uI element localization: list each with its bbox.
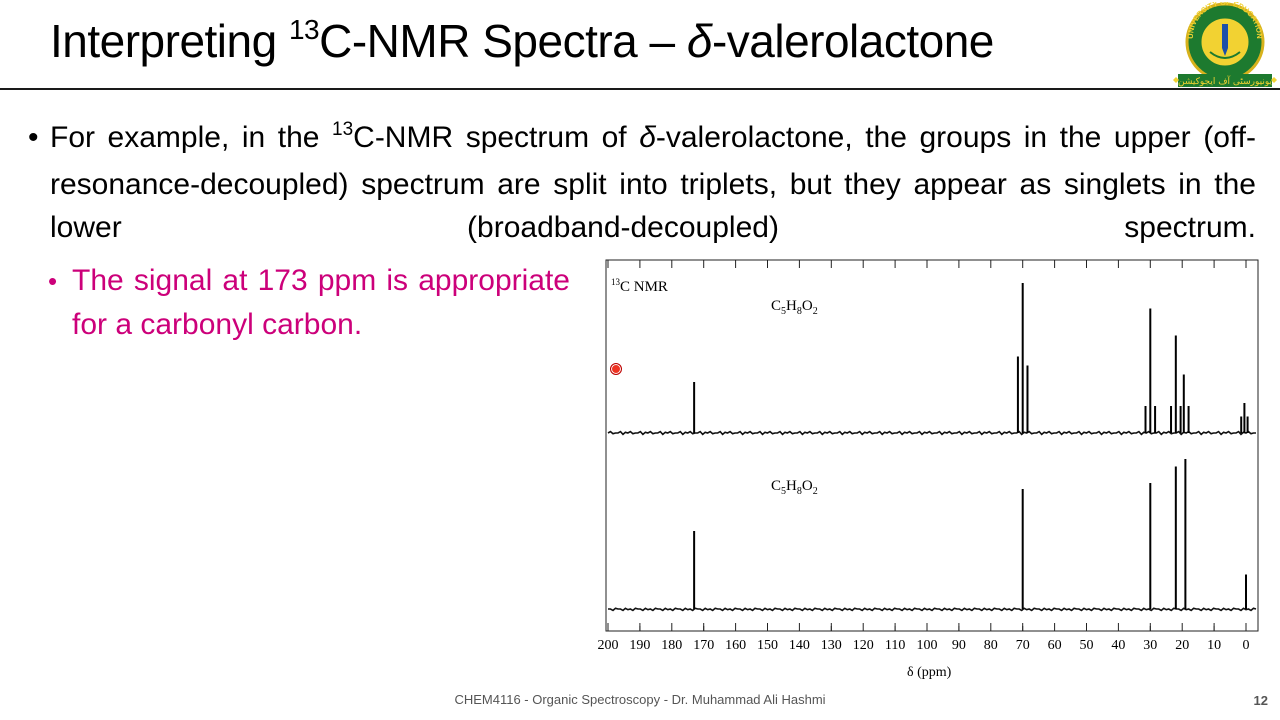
- bullet-1-text: For example, in the 13C-NMR spectrum of …: [50, 116, 1256, 292]
- formula-part: 5: [781, 306, 786, 317]
- title-part: Interpreting: [50, 15, 289, 67]
- formula-part: C: [771, 298, 781, 314]
- x-tick-label: 60: [1048, 638, 1062, 653]
- x-tick-label: 10: [1207, 638, 1221, 653]
- x-tick-label: 180: [661, 638, 682, 653]
- chart-border: [605, 259, 1259, 632]
- bullet-1-superscript: 13: [332, 119, 354, 140]
- x-tick-label: 150: [757, 638, 778, 653]
- chart-peaks: [607, 283, 1257, 612]
- bullet-marker: •: [48, 266, 58, 296]
- logo-urdu-text: یونیورسٹی آف ایجوکیشن: [1178, 75, 1273, 87]
- formula-part: H: [786, 478, 797, 494]
- bullet-point-2: • The signal at 173 ppm is appropriate f…: [48, 259, 570, 347]
- formula-part: 8: [797, 306, 802, 317]
- title-part: C-NMR Spectra –: [319, 15, 687, 67]
- formula-part: O: [802, 478, 813, 494]
- bullet-point-1: • For example, in the 13C-NMR spectrum o…: [28, 116, 1256, 292]
- chart-ticks: 200 190 180 170 160 150 140 130 120 110 100 90 80 70 6…: [598, 260, 1250, 653]
- page-number: 12: [1253, 693, 1268, 708]
- bullet-1-pre: For example, in the: [50, 121, 333, 154]
- x-tick-label: 170: [693, 638, 714, 653]
- baseline-broadband-decoupled: [608, 607, 1257, 612]
- chart-frame: [605, 259, 1259, 632]
- title-part: -valerolactone: [711, 15, 994, 67]
- slide-title: Interpreting 13C-NMR Spectra – δ-valerol…: [50, 8, 994, 81]
- title-divider: [0, 88, 1280, 90]
- x-tick-label: 100: [917, 638, 938, 653]
- title-superscript: 13: [288, 14, 320, 45]
- x-tick-label: 50: [1080, 638, 1094, 653]
- x-tick-label: 200: [598, 638, 619, 653]
- bullet-1-post: -valerolactone, the groups in the upper …: [50, 121, 1256, 244]
- formula-part: 5: [781, 486, 786, 497]
- x-tick-label: 30: [1143, 638, 1157, 653]
- formula-part: O: [802, 298, 813, 314]
- baseline-off-resonance-decoupled: [607, 430, 1256, 436]
- chart-label: 13C NMR: [611, 277, 668, 295]
- formula-part: 8: [797, 486, 802, 497]
- bullet-marker: •: [28, 121, 39, 154]
- bullet-2-text: The signal at 173 ppm is appropriate for…: [72, 264, 570, 341]
- x-tick-label: 110: [885, 638, 905, 653]
- x-tick-label: 20: [1175, 638, 1189, 653]
- formula-part: 2: [813, 306, 818, 317]
- formula-part: 2: [813, 486, 818, 497]
- bullet-1-delta: δ: [639, 121, 656, 154]
- x-tick-label: 70: [1016, 638, 1030, 653]
- footer-text: CHEM4116 - Organic Spectroscopy - Dr. Mu…: [454, 692, 826, 707]
- nmr-spectrum-chart: 200 190 180 170 160 150 140 130 120 110 100 90 80 70 6…: [598, 259, 1259, 680]
- bullet-1-mid: C-NMR spectrum of: [353, 121, 640, 154]
- x-tick-label: 80: [984, 638, 998, 653]
- formula-part: C: [771, 478, 781, 494]
- title-delta: δ: [686, 15, 713, 67]
- upper-formula: C5H8O2: [771, 298, 818, 317]
- x-tick-label: 160: [725, 638, 746, 653]
- x-tick-label: 190: [629, 638, 650, 653]
- x-axis-label: δ (ppm): [907, 665, 952, 680]
- x-tick-label: 140: [789, 638, 810, 653]
- formula-part: H: [786, 298, 797, 314]
- x-tick-label: 130: [821, 638, 842, 653]
- laser-pointer-icon: [610, 363, 622, 375]
- x-tick-label: 120: [853, 638, 874, 653]
- x-tick-label: 0: [1243, 638, 1250, 653]
- lower-formula: C5H8O2: [771, 478, 818, 497]
- university-logo: UNIVERSITY OF EDUCATION یونیورسٹی آف ایج…: [1173, 2, 1277, 87]
- x-tick-label: 40: [1111, 638, 1125, 653]
- x-tick-label: 90: [952, 638, 966, 653]
